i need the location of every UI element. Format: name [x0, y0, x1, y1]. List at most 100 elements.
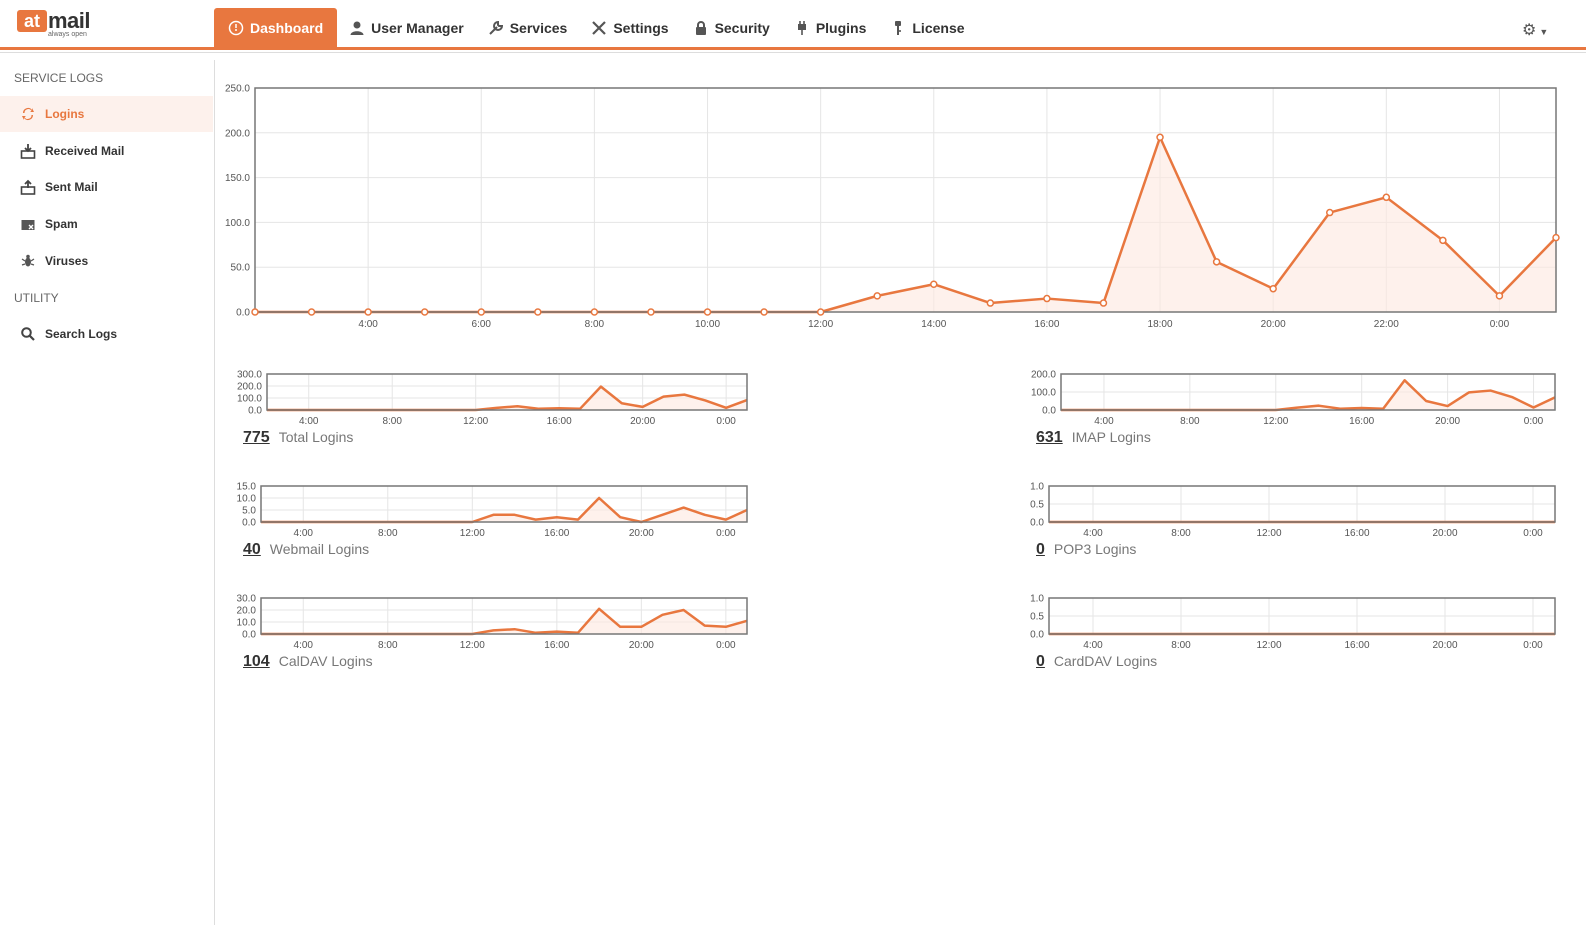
total-logins-count[interactable]: 775 — [243, 429, 270, 446]
y-tick-label: 300.0 — [237, 370, 262, 381]
sidebar-item-search-logs[interactable]: Search Logs — [0, 316, 213, 352]
carddav-logins-text: CardDAV Logins — [1053, 653, 1158, 669]
y-tick-label: 5.0 — [242, 506, 256, 517]
data-point — [251, 308, 259, 316]
user-icon — [350, 21, 364, 35]
nav-settings[interactable]: Settings — [579, 8, 680, 48]
x-tick-label: 16:00 — [1344, 640, 1369, 651]
x-tick-label: 12:00 — [808, 319, 833, 330]
x-tick-label: 0:00 — [1524, 416, 1544, 427]
x-tick-label: 12:00 — [460, 528, 485, 539]
caldav-logins-label: 104 CalDAV Logins — [243, 653, 373, 671]
y-tick-label: 0.5 — [1030, 612, 1044, 623]
data-point — [477, 308, 486, 316]
webmail-logins-label: 40 Webmail Logins — [243, 541, 369, 559]
total-logins-label: 775 Total Logins — [243, 429, 353, 447]
webmail-logins-count[interactable]: 40 — [243, 541, 261, 558]
tools-icon — [592, 21, 607, 35]
x-tick-label: 12:00 — [460, 640, 485, 651]
y-tick-label: 100.0 — [1031, 388, 1056, 399]
nav-dashboard[interactable]: Dashboard — [214, 8, 338, 48]
x-tick-label: 20:00 — [629, 640, 654, 651]
sidebar-item-label: Spam — [45, 217, 78, 231]
series-area — [255, 137, 1556, 312]
lock-icon — [695, 21, 706, 35]
y-tick-label: 0.0 — [242, 630, 256, 641]
data-point — [647, 308, 655, 316]
data-point — [1325, 208, 1334, 217]
caldav-logins-count[interactable]: 104 — [243, 653, 270, 670]
x-tick-label: 4:00 — [1094, 416, 1114, 427]
sidebar-item-logins[interactable]: Logins — [0, 96, 213, 132]
nav-plugins[interactable]: Plugins — [782, 8, 879, 48]
plot-frame — [260, 485, 748, 523]
x-tick-label: 0:00 — [716, 528, 736, 539]
y-tick-label: 0.0 — [242, 518, 256, 529]
y-tick-label: 200.0 — [225, 128, 250, 139]
main-nav: Dashboard User Manager Services Settings… — [214, 8, 977, 48]
pop3-logins-text: POP3 Logins — [1053, 541, 1137, 557]
x-tick-label: 4:00 — [358, 319, 378, 330]
top-accent-line — [0, 47, 1586, 50]
x-tick-label: 4:00 — [294, 528, 314, 539]
data-point — [703, 308, 712, 316]
data-point — [760, 308, 768, 316]
logo-mail: mail — [48, 8, 91, 33]
x-tick-label: 22:00 — [1374, 319, 1399, 330]
nav-user-manager[interactable]: User Manager — [337, 8, 476, 48]
sidebar-item-sent-mail[interactable]: Sent Mail — [0, 169, 213, 205]
carddav-logins-label: 0 CardDAV Logins — [1036, 653, 1157, 671]
sidebar-item-viruses[interactable]: Viruses — [0, 243, 213, 279]
sidebar-item-spam[interactable]: Spam — [0, 206, 213, 242]
nav-license[interactable]: License — [878, 8, 976, 48]
inbox-upload-icon — [20, 179, 36, 195]
imap-logins-count[interactable]: 631 — [1036, 429, 1063, 446]
x-tick-label: 0:00 — [716, 640, 736, 651]
carddav-logins-count[interactable]: 0 — [1036, 653, 1045, 670]
y-tick-label: 0.0 — [248, 406, 262, 417]
caldav-logins-chart: 0.010.020.030.0 4:00 8:00 12:00 16:00 20:00 0:… — [237, 594, 748, 651]
main-logins-chart: 0.0 50.0 100.0 150.0 200.0 250.0 4:00 6:00 8:00 1… — [225, 84, 1560, 330]
nav-services[interactable]: Services — [476, 8, 580, 48]
y-tick-label: 30.0 — [237, 594, 257, 605]
y-tick-label: 50.0 — [231, 263, 251, 274]
x-tick-label: 8:00 — [585, 319, 605, 330]
nav-plugins-label: Plugins — [815, 20, 867, 36]
data-point — [986, 299, 995, 307]
data-point — [1212, 258, 1221, 266]
x-tick-label: 12:00 — [463, 416, 488, 427]
data-point — [1269, 284, 1277, 293]
x-tick-label: 16:00 — [544, 528, 569, 539]
sidebar-item-received-mail[interactable]: Received Mail — [0, 133, 213, 169]
data-point — [816, 308, 825, 316]
nav-services-label: Services — [509, 20, 568, 36]
sidebar-item-label: Search Logs — [45, 327, 118, 341]
pop3-logins-count[interactable]: 0 — [1036, 541, 1045, 558]
y-tick-label: 10.0 — [237, 618, 257, 629]
y-tick-label: 0.0 — [1030, 518, 1044, 529]
x-tick-label: 20:00 — [630, 416, 655, 427]
nav-user-manager-label: User Manager — [371, 20, 464, 36]
x-tick-label: 18:00 — [1148, 319, 1173, 330]
nav-security-label: Security — [714, 20, 770, 36]
atmail-logo[interactable]: at mail always open — [17, 8, 97, 40]
x-tick-label: 20:00 — [1432, 640, 1457, 651]
y-tick-label: 250.0 — [225, 84, 250, 95]
data-point — [930, 280, 938, 288]
x-tick-label: 14:00 — [921, 319, 946, 330]
series-area — [267, 386, 747, 410]
y-tick-label: 200.0 — [1031, 370, 1056, 381]
y-tick-label: 1.0 — [1030, 482, 1044, 493]
nav-security[interactable]: Security — [681, 8, 782, 48]
y-tick-label: 0.0 — [236, 308, 250, 319]
data-point — [420, 308, 429, 316]
x-tick-label: 8:00 — [1180, 416, 1200, 427]
chevron-down-icon: ▼ — [1539, 27, 1549, 37]
x-tick-label: 0:00 — [1523, 528, 1543, 539]
plot-frame — [266, 373, 748, 411]
y-tick-label: 10.0 — [237, 494, 257, 505]
y-tick-label: 150.0 — [225, 173, 250, 184]
bug-icon — [21, 254, 35, 267]
settings-menu-button[interactable]: ⚙ ▼ — [1522, 20, 1548, 40]
sidebar: SERVICE LOGS Logins Received Mail Sent M… — [0, 60, 215, 925]
